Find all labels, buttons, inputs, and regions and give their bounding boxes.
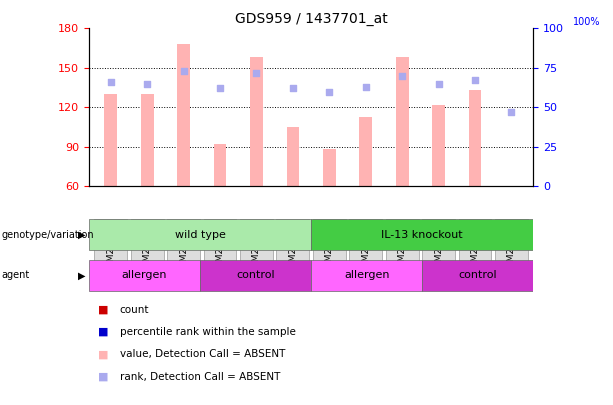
- Text: IL-13 knockout: IL-13 knockout: [381, 230, 463, 240]
- Text: count: count: [120, 305, 149, 315]
- Text: agent: agent: [1, 271, 29, 280]
- Text: GSM21425: GSM21425: [252, 224, 261, 273]
- Point: [433, 80, 443, 87]
- Text: ▶: ▶: [78, 230, 86, 240]
- Point: [106, 79, 116, 85]
- FancyBboxPatch shape: [94, 219, 127, 281]
- Bar: [214, 144, 226, 186]
- FancyBboxPatch shape: [200, 260, 311, 291]
- Bar: [469, 90, 481, 186]
- Text: wild type: wild type: [175, 230, 226, 240]
- Bar: [323, 149, 336, 186]
- FancyBboxPatch shape: [313, 219, 346, 281]
- Bar: [359, 117, 372, 186]
- Text: GSM21421: GSM21421: [179, 224, 188, 273]
- FancyBboxPatch shape: [167, 219, 200, 281]
- Point: [215, 85, 225, 92]
- FancyBboxPatch shape: [422, 260, 533, 291]
- Text: GSM21412: GSM21412: [471, 224, 479, 273]
- FancyBboxPatch shape: [495, 219, 528, 281]
- Text: percentile rank within the sample: percentile rank within the sample: [120, 327, 295, 337]
- Text: ■: ■: [98, 305, 109, 315]
- Text: ▶: ▶: [78, 271, 86, 280]
- Point: [142, 80, 152, 87]
- Text: GSM21427: GSM21427: [288, 224, 297, 273]
- FancyBboxPatch shape: [240, 219, 273, 281]
- Point: [470, 77, 480, 84]
- Text: ■: ■: [98, 350, 109, 359]
- Bar: [141, 94, 153, 186]
- Text: ■: ■: [98, 372, 109, 382]
- FancyBboxPatch shape: [386, 219, 419, 281]
- Text: GSM21414: GSM21414: [507, 224, 516, 273]
- Text: control: control: [236, 271, 275, 280]
- Text: control: control: [459, 271, 497, 280]
- Text: 100%: 100%: [573, 17, 601, 27]
- FancyBboxPatch shape: [276, 219, 310, 281]
- FancyBboxPatch shape: [89, 260, 200, 291]
- Point: [397, 72, 407, 79]
- Point: [288, 85, 298, 92]
- Text: GSM21423: GSM21423: [216, 224, 224, 273]
- Text: GSM21410: GSM21410: [434, 224, 443, 273]
- Bar: [286, 127, 299, 186]
- Text: allergen: allergen: [344, 271, 389, 280]
- FancyBboxPatch shape: [311, 260, 422, 291]
- Point: [506, 109, 516, 115]
- FancyBboxPatch shape: [89, 220, 311, 250]
- Title: GDS959 / 1437701_at: GDS959 / 1437701_at: [235, 12, 387, 26]
- Bar: [396, 57, 408, 186]
- Point: [361, 83, 371, 90]
- FancyBboxPatch shape: [349, 219, 382, 281]
- Text: GSM21417: GSM21417: [106, 224, 115, 273]
- FancyBboxPatch shape: [422, 219, 455, 281]
- FancyBboxPatch shape: [459, 219, 492, 281]
- Point: [179, 68, 189, 74]
- Text: GSM21419: GSM21419: [143, 224, 151, 273]
- Text: GSM21406: GSM21406: [361, 224, 370, 273]
- Point: [324, 88, 334, 95]
- Text: allergen: allergen: [122, 271, 167, 280]
- Bar: [177, 44, 190, 186]
- Text: value, Detection Call = ABSENT: value, Detection Call = ABSENT: [120, 350, 285, 359]
- Text: GSM21408: GSM21408: [398, 224, 406, 273]
- Text: genotype/variation: genotype/variation: [1, 230, 94, 240]
- Point: [251, 69, 261, 76]
- Text: rank, Detection Call = ABSENT: rank, Detection Call = ABSENT: [120, 372, 280, 382]
- Text: GSM21404: GSM21404: [325, 224, 334, 273]
- Bar: [104, 94, 117, 186]
- FancyBboxPatch shape: [311, 220, 533, 250]
- Bar: [432, 104, 445, 186]
- Bar: [250, 57, 263, 186]
- FancyBboxPatch shape: [131, 219, 164, 281]
- Text: ■: ■: [98, 327, 109, 337]
- FancyBboxPatch shape: [204, 219, 237, 281]
